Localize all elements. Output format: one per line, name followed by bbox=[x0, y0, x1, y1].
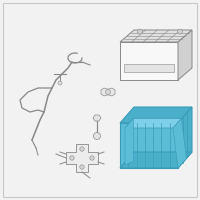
Circle shape bbox=[90, 156, 94, 160]
Circle shape bbox=[70, 156, 74, 160]
Circle shape bbox=[80, 165, 84, 169]
Polygon shape bbox=[93, 115, 101, 121]
Circle shape bbox=[177, 29, 182, 34]
Polygon shape bbox=[178, 107, 192, 168]
Polygon shape bbox=[120, 152, 192, 168]
Polygon shape bbox=[173, 118, 186, 168]
Circle shape bbox=[94, 132, 101, 140]
Polygon shape bbox=[66, 144, 98, 172]
Polygon shape bbox=[125, 118, 181, 128]
Circle shape bbox=[58, 81, 62, 85]
Polygon shape bbox=[178, 30, 192, 80]
Polygon shape bbox=[124, 64, 174, 72]
Polygon shape bbox=[125, 118, 133, 165]
Polygon shape bbox=[101, 88, 115, 96]
Polygon shape bbox=[120, 123, 178, 168]
Circle shape bbox=[80, 147, 84, 151]
Circle shape bbox=[106, 90, 110, 95]
Polygon shape bbox=[120, 30, 192, 42]
Circle shape bbox=[137, 29, 142, 34]
Polygon shape bbox=[120, 42, 178, 80]
Polygon shape bbox=[120, 107, 192, 123]
